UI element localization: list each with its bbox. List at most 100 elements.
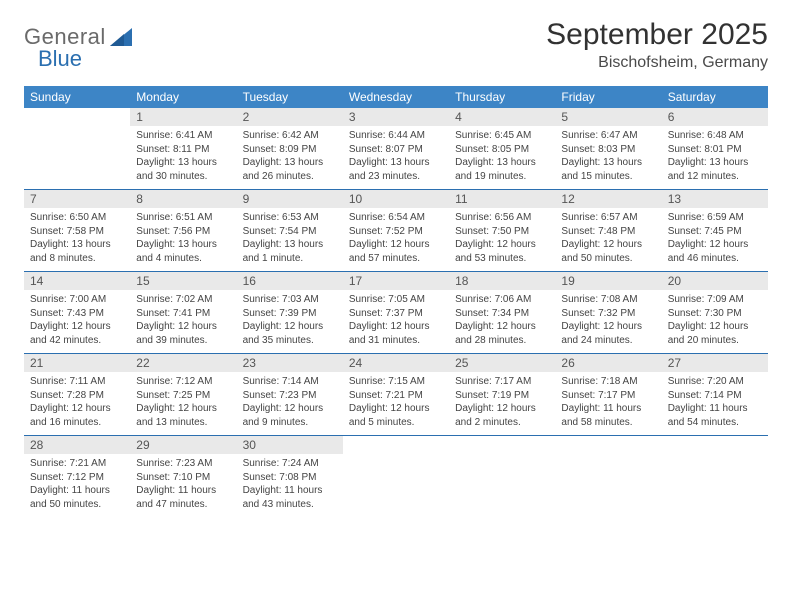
- sunrise-text: Sunrise: 7:20 AM: [668, 375, 762, 389]
- calendar-week-row: 7Sunrise: 6:50 AMSunset: 7:58 PMDaylight…: [24, 190, 768, 272]
- sunrise-text: Sunrise: 6:47 AM: [561, 129, 655, 143]
- day-details: Sunrise: 6:42 AMSunset: 8:09 PMDaylight:…: [237, 126, 343, 189]
- sunset-text: Sunset: 7:28 PM: [30, 389, 124, 403]
- daylight-text: Daylight: 11 hours and 58 minutes.: [561, 402, 655, 429]
- daylight-text: Daylight: 12 hours and 46 minutes.: [668, 238, 762, 265]
- calendar-cell: 21Sunrise: 7:11 AMSunset: 7:28 PMDayligh…: [24, 354, 130, 436]
- day-number: 17: [343, 272, 449, 290]
- daylight-text: Daylight: 12 hours and 50 minutes.: [561, 238, 655, 265]
- daylight-text: Daylight: 12 hours and 57 minutes.: [349, 238, 443, 265]
- calendar-cell: 16Sunrise: 7:03 AMSunset: 7:39 PMDayligh…: [237, 272, 343, 354]
- day-number: 24: [343, 354, 449, 372]
- sunrise-text: Sunrise: 7:02 AM: [136, 293, 230, 307]
- sunrise-text: Sunrise: 6:50 AM: [30, 211, 124, 225]
- sunrise-text: Sunrise: 7:18 AM: [561, 375, 655, 389]
- day-number: 3: [343, 108, 449, 126]
- weekday-header: Tuesday: [237, 86, 343, 108]
- day-number: 26: [555, 354, 661, 372]
- sunset-text: Sunset: 8:09 PM: [243, 143, 337, 157]
- sunset-text: Sunset: 7:43 PM: [30, 307, 124, 321]
- day-number: 18: [449, 272, 555, 290]
- calendar-cell: 4Sunrise: 6:45 AMSunset: 8:05 PMDaylight…: [449, 108, 555, 190]
- day-details: Sunrise: 6:59 AMSunset: 7:45 PMDaylight:…: [662, 208, 768, 271]
- daylight-text: Daylight: 12 hours and 42 minutes.: [30, 320, 124, 347]
- day-details: Sunrise: 7:02 AMSunset: 7:41 PMDaylight:…: [130, 290, 236, 353]
- calendar-cell: 18Sunrise: 7:06 AMSunset: 7:34 PMDayligh…: [449, 272, 555, 354]
- calendar-cell: 13Sunrise: 6:59 AMSunset: 7:45 PMDayligh…: [662, 190, 768, 272]
- sunset-text: Sunset: 7:19 PM: [455, 389, 549, 403]
- calendar-cell: 23Sunrise: 7:14 AMSunset: 7:23 PMDayligh…: [237, 354, 343, 436]
- sunrise-text: Sunrise: 6:53 AM: [243, 211, 337, 225]
- calendar-cell: 29Sunrise: 7:23 AMSunset: 7:10 PMDayligh…: [130, 436, 236, 518]
- sunrise-text: Sunrise: 7:15 AM: [349, 375, 443, 389]
- sunset-text: Sunset: 7:48 PM: [561, 225, 655, 239]
- calendar-cell: 26Sunrise: 7:18 AMSunset: 7:17 PMDayligh…: [555, 354, 661, 436]
- sunrise-text: Sunrise: 6:56 AM: [455, 211, 549, 225]
- sunrise-text: Sunrise: 7:06 AM: [455, 293, 549, 307]
- sunset-text: Sunset: 7:30 PM: [668, 307, 762, 321]
- calendar-header-row: SundayMondayTuesdayWednesdayThursdayFrid…: [24, 86, 768, 108]
- calendar-cell: [449, 436, 555, 518]
- daylight-text: Daylight: 13 hours and 23 minutes.: [349, 156, 443, 183]
- daylight-text: Daylight: 13 hours and 30 minutes.: [136, 156, 230, 183]
- daylight-text: Daylight: 12 hours and 9 minutes.: [243, 402, 337, 429]
- day-details: Sunrise: 7:21 AMSunset: 7:12 PMDaylight:…: [24, 454, 130, 517]
- day-details: Sunrise: 7:09 AMSunset: 7:30 PMDaylight:…: [662, 290, 768, 353]
- day-number: 23: [237, 354, 343, 372]
- calendar-cell: 5Sunrise: 6:47 AMSunset: 8:03 PMDaylight…: [555, 108, 661, 190]
- day-number: 7: [24, 190, 130, 208]
- sunrise-text: Sunrise: 7:21 AM: [30, 457, 124, 471]
- daylight-text: Daylight: 11 hours and 50 minutes.: [30, 484, 124, 511]
- calendar-cell: 22Sunrise: 7:12 AMSunset: 7:25 PMDayligh…: [130, 354, 236, 436]
- calendar-week-row: 21Sunrise: 7:11 AMSunset: 7:28 PMDayligh…: [24, 354, 768, 436]
- sunrise-text: Sunrise: 7:03 AM: [243, 293, 337, 307]
- sunrise-text: Sunrise: 6:41 AM: [136, 129, 230, 143]
- daylight-text: Daylight: 11 hours and 54 minutes.: [668, 402, 762, 429]
- day-number: 10: [343, 190, 449, 208]
- calendar-cell: 19Sunrise: 7:08 AMSunset: 7:32 PMDayligh…: [555, 272, 661, 354]
- day-number: 13: [662, 190, 768, 208]
- calendar-table: SundayMondayTuesdayWednesdayThursdayFrid…: [24, 86, 768, 517]
- calendar-cell: 25Sunrise: 7:17 AMSunset: 7:19 PMDayligh…: [449, 354, 555, 436]
- day-details: Sunrise: 7:23 AMSunset: 7:10 PMDaylight:…: [130, 454, 236, 517]
- sunset-text: Sunset: 8:05 PM: [455, 143, 549, 157]
- calendar-cell: 3Sunrise: 6:44 AMSunset: 8:07 PMDaylight…: [343, 108, 449, 190]
- logo-triangle-icon: [110, 28, 132, 46]
- day-details: Sunrise: 7:03 AMSunset: 7:39 PMDaylight:…: [237, 290, 343, 353]
- sunset-text: Sunset: 7:56 PM: [136, 225, 230, 239]
- calendar-cell: 12Sunrise: 6:57 AMSunset: 7:48 PMDayligh…: [555, 190, 661, 272]
- sunrise-text: Sunrise: 7:09 AM: [668, 293, 762, 307]
- day-details: Sunrise: 6:48 AMSunset: 8:01 PMDaylight:…: [662, 126, 768, 189]
- day-number: 8: [130, 190, 236, 208]
- day-number: 20: [662, 272, 768, 290]
- calendar-cell: 11Sunrise: 6:56 AMSunset: 7:50 PMDayligh…: [449, 190, 555, 272]
- weekday-header: Thursday: [449, 86, 555, 108]
- daylight-text: Daylight: 11 hours and 43 minutes.: [243, 484, 337, 511]
- day-number: 6: [662, 108, 768, 126]
- day-number: 28: [24, 436, 130, 454]
- title-block: September 2025 Bischofsheim, Germany: [546, 18, 768, 72]
- weekday-header: Wednesday: [343, 86, 449, 108]
- day-details: Sunrise: 7:17 AMSunset: 7:19 PMDaylight:…: [449, 372, 555, 435]
- day-details: Sunrise: 6:54 AMSunset: 7:52 PMDaylight:…: [343, 208, 449, 271]
- day-details: Sunrise: 7:15 AMSunset: 7:21 PMDaylight:…: [343, 372, 449, 435]
- day-details: Sunrise: 7:14 AMSunset: 7:23 PMDaylight:…: [237, 372, 343, 435]
- day-number: 2: [237, 108, 343, 126]
- day-number: 9: [237, 190, 343, 208]
- sunset-text: Sunset: 7:39 PM: [243, 307, 337, 321]
- daylight-text: Daylight: 13 hours and 12 minutes.: [668, 156, 762, 183]
- weekday-header: Sunday: [24, 86, 130, 108]
- day-details: Sunrise: 7:18 AMSunset: 7:17 PMDaylight:…: [555, 372, 661, 435]
- sunset-text: Sunset: 7:50 PM: [455, 225, 549, 239]
- sunset-text: Sunset: 7:54 PM: [243, 225, 337, 239]
- day-number: 15: [130, 272, 236, 290]
- day-number: 29: [130, 436, 236, 454]
- daylight-text: Daylight: 12 hours and 28 minutes.: [455, 320, 549, 347]
- sunset-text: Sunset: 7:25 PM: [136, 389, 230, 403]
- calendar-cell: 24Sunrise: 7:15 AMSunset: 7:21 PMDayligh…: [343, 354, 449, 436]
- sunrise-text: Sunrise: 6:59 AM: [668, 211, 762, 225]
- calendar-cell: 7Sunrise: 6:50 AMSunset: 7:58 PMDaylight…: [24, 190, 130, 272]
- sunrise-text: Sunrise: 7:24 AM: [243, 457, 337, 471]
- day-number: 12: [555, 190, 661, 208]
- calendar-cell: [555, 436, 661, 518]
